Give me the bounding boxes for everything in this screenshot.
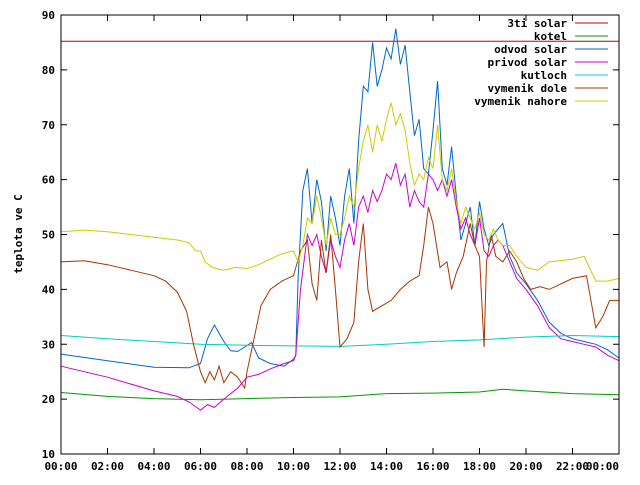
x-tick-label: 06:00: [184, 460, 217, 473]
legend-label: 3ti solar: [507, 17, 567, 30]
y-tick-label: 60: [42, 174, 55, 187]
legend-label: odvod solar: [494, 43, 567, 56]
x-tick-label: 00:00: [586, 460, 619, 473]
axis-ticks: 10 20 30 40 50 60 70 80 90 00:00 02:00 04:00 06:00 08…: [42, 9, 620, 473]
y-tick-label: 70: [42, 119, 55, 132]
y-tick-label: 20: [42, 393, 55, 406]
x-tick-label: 18:00: [463, 460, 496, 473]
y-axis-title: teplota ve C: [12, 194, 25, 273]
x-tick-label: 12:00: [323, 460, 356, 473]
y-tick-label: 90: [42, 9, 55, 22]
x-tick-label: 16:00: [416, 460, 449, 473]
series-line-privod-solar: [60, 163, 620, 411]
series-line-odvod-solar: [60, 28, 620, 369]
series-line-kotel: [60, 388, 620, 401]
x-tick-label: 00:00: [44, 460, 77, 473]
y-tick-label: 30: [42, 338, 55, 351]
x-tick-label: 20:00: [509, 460, 542, 473]
legend-label: kotel: [534, 30, 567, 43]
legend-label: vymenik nahore: [474, 95, 567, 108]
y-tick-label: 80: [42, 64, 55, 77]
y-tick-label: 40: [42, 283, 55, 296]
x-tick-label: 22:00: [556, 460, 589, 473]
series-line-vymenik-dole: [60, 206, 619, 390]
x-tick-label: 10:00: [277, 460, 310, 473]
plot-area-frame: [60, 14, 620, 455]
x-tick-label: 08:00: [230, 460, 263, 473]
legend-label: privod solar: [488, 56, 568, 69]
legend-label: vymenik dole: [488, 82, 568, 95]
series-line-vymenik-nahore: [60, 102, 620, 282]
legend-label: kutloch: [521, 69, 567, 82]
series-lines: [60, 28, 620, 411]
y-tick-label: 50: [42, 229, 55, 242]
x-tick-label: 14:00: [370, 460, 403, 473]
y-tick-label: 10: [42, 448, 55, 461]
x-tick-label: 04:00: [137, 460, 170, 473]
x-tick-label: 02:00: [91, 460, 124, 473]
